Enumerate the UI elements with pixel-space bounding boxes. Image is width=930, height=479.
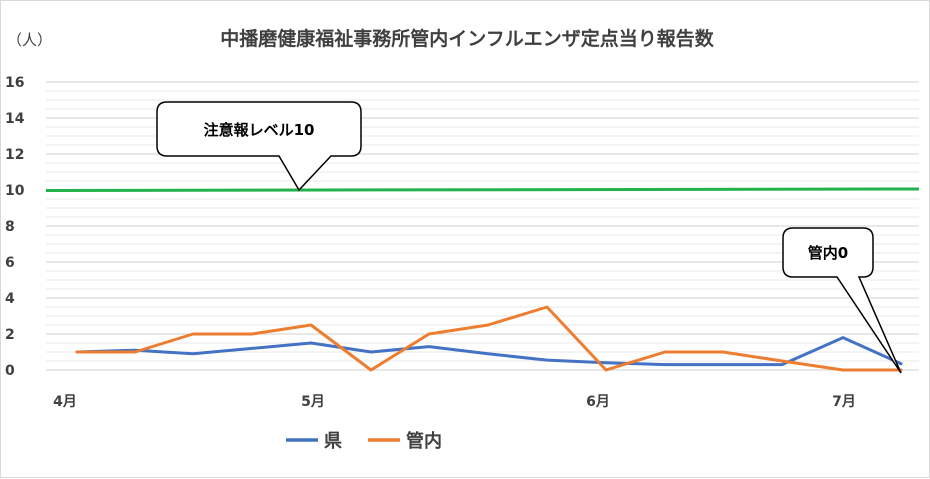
legend: 県 管内 xyxy=(286,430,442,452)
y-tick-label: 6 xyxy=(5,255,15,271)
callout-kannai-zero-text: 管内0 xyxy=(808,244,848,262)
annotation-layer: 注意報レベル10 管内0 xyxy=(156,101,902,374)
x-month-label: 7月 xyxy=(832,394,856,410)
legend-label: 管内 xyxy=(406,430,442,452)
reference-line xyxy=(45,187,920,192)
chart-title: 中播磨健康福祉事務所管内インフルエンザ定点当り報告数 xyxy=(220,27,714,50)
callout-kannai-zero xyxy=(782,227,902,374)
series-line-ken xyxy=(75,336,903,367)
x-month-label: 4月 xyxy=(53,394,77,410)
legend-label: 県 xyxy=(324,431,342,452)
y-tick-label: 4 xyxy=(5,291,15,307)
y-tick-label: 10 xyxy=(5,183,25,199)
axis-layer: 0 2 4 6 8 10 12 14 16 4月 5月 6月 7月 xyxy=(5,75,856,410)
grid-layer xyxy=(46,81,919,371)
y-unit-label: （人） xyxy=(7,31,52,49)
y-tick-label: 16 xyxy=(5,75,24,91)
reference-layer xyxy=(45,187,920,192)
callout-warning-level-text: 注意報レベル10 xyxy=(204,121,315,139)
y-tick-label: 8 xyxy=(5,219,15,235)
x-month-label: 5月 xyxy=(301,394,325,410)
y-tick-label: 2 xyxy=(5,327,15,343)
y-tick-label: 0 xyxy=(5,363,15,379)
series-line-kannai xyxy=(75,305,903,372)
x-month-label: 6月 xyxy=(586,394,610,410)
callout-warning-level xyxy=(156,101,362,192)
y-tick-label: 14 xyxy=(5,111,25,127)
y-tick-label: 12 xyxy=(5,147,24,163)
series-layer xyxy=(75,305,903,372)
